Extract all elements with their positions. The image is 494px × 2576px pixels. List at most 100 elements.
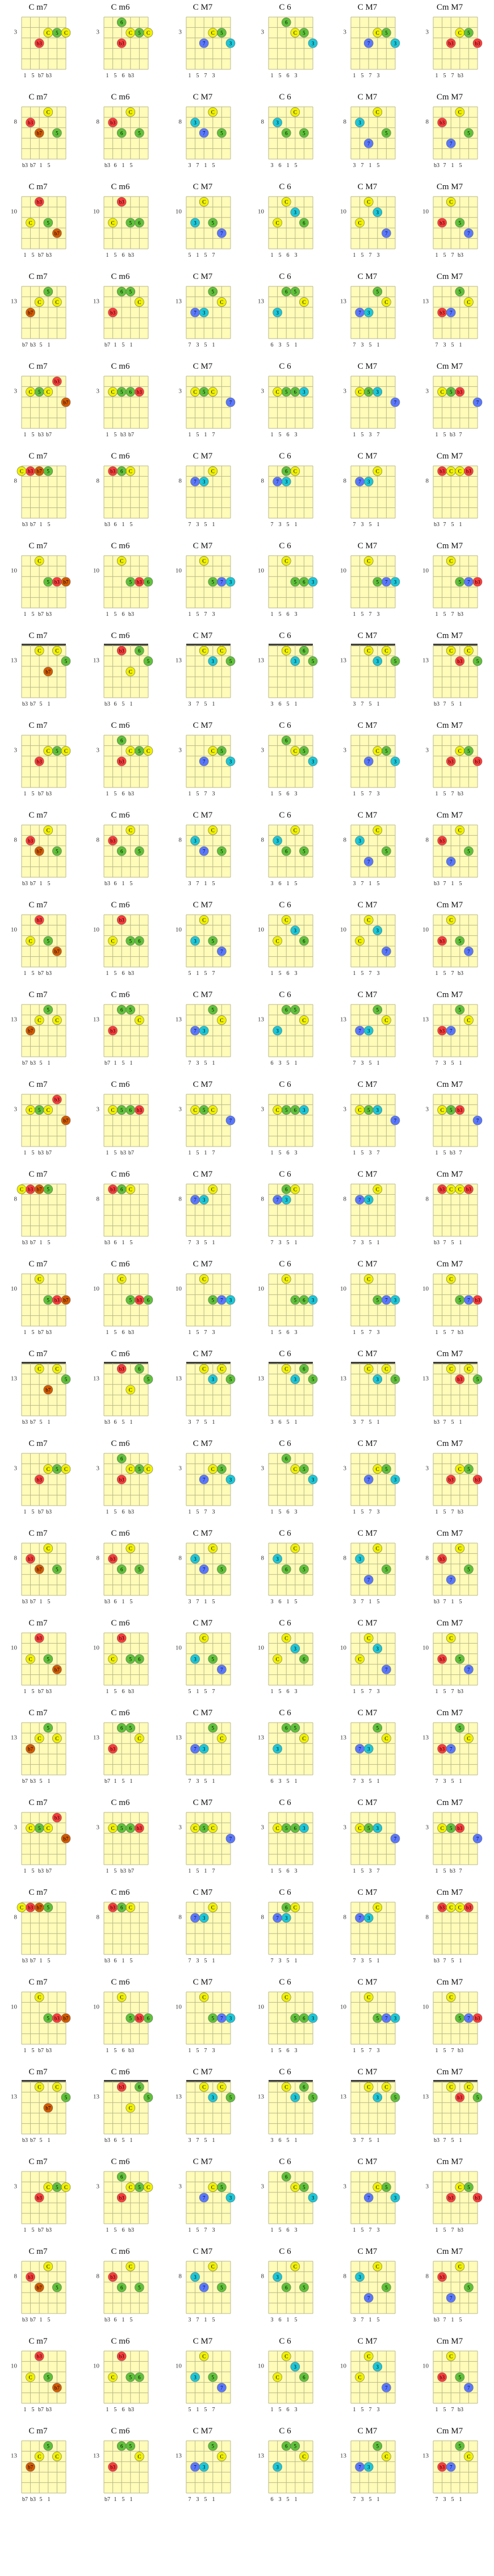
finger-dot-label: b3	[119, 1366, 125, 1372]
finger-dot-label: C	[458, 2264, 462, 2270]
finger-dot-label: 7	[220, 1667, 223, 1673]
finger-dot-label: 5	[294, 289, 297, 295]
interval-label: 1	[436, 2407, 438, 2413]
finger-dot-label: b3	[439, 2465, 445, 2470]
finger-dot-label: 6	[120, 289, 123, 295]
finger-dot	[143, 577, 153, 587]
fretboard	[186, 1094, 231, 1147]
finger-dot-label: b7	[64, 400, 69, 406]
finger-dot-label: 5	[47, 580, 50, 585]
finger-dot-label: C	[146, 748, 150, 754]
finger-dot-label: C	[367, 558, 370, 564]
interval-label: 7	[451, 252, 454, 259]
finger-dot-label: 5	[56, 30, 58, 36]
finger-dot	[43, 2261, 53, 2271]
finger-dot	[382, 2452, 391, 2461]
interval-label: 5	[361, 611, 364, 618]
interval-label: 3	[189, 2317, 191, 2323]
chord-name: C M7	[193, 93, 213, 102]
finger-dot-label: 6	[138, 2085, 141, 2090]
fret-number: 10	[422, 208, 429, 215]
chord-diagram: C m68b3b3C6b3615	[97, 452, 149, 528]
interval-label: 6	[122, 611, 125, 618]
finger-dot	[455, 1543, 465, 1553]
interval-label: 7	[443, 1240, 446, 1246]
interval-label: 6	[279, 162, 282, 169]
finger-dot	[34, 1474, 44, 1485]
finger-dot-label: 3	[194, 838, 196, 844]
finger-dot	[43, 1105, 53, 1115]
finger-dot	[464, 228, 474, 238]
finger-dot	[225, 1833, 236, 1844]
interval-label: 5	[361, 1689, 364, 1695]
finger-dot-label: 7	[385, 1298, 388, 1303]
finger-dot-label: b3	[439, 939, 445, 944]
finger-dot	[199, 2192, 209, 2203]
interval-label: 5	[114, 2227, 117, 2233]
interval-label: b3	[104, 2317, 110, 2323]
finger-dot	[199, 645, 209, 656]
finger-dot-label: C	[467, 2454, 470, 2460]
finger-dot-label: 6	[138, 1657, 141, 1662]
finger-dot-label: C	[55, 648, 58, 654]
finger-dot-label: C	[384, 648, 388, 654]
interval-label: b3	[30, 1778, 36, 1785]
finger-dot-label: 7	[229, 400, 232, 406]
interval-label: 3	[279, 522, 282, 528]
finger-dot-label: 3	[203, 1915, 206, 1921]
interval-label: 5	[204, 342, 207, 348]
finger-dot	[299, 218, 309, 228]
chord-name: Cm M7	[437, 2068, 463, 2077]
fret-number: 8	[14, 118, 18, 125]
finger-dot	[455, 2093, 465, 2102]
chord-name: C 6	[279, 182, 291, 191]
finger-dot-label: 3	[312, 759, 315, 765]
interval-label: 7	[451, 2048, 454, 2054]
finger-dot-label: 7	[203, 2285, 206, 2291]
interval-label: 7	[443, 1958, 446, 1964]
finger-dot-label: b3	[439, 310, 445, 316]
finger-dot	[143, 2093, 153, 2102]
interval-label: 5	[114, 1689, 117, 1695]
finger-dot	[208, 1823, 218, 1833]
finger-dot-label: C	[137, 2454, 141, 2460]
finger-dot-label: 7	[203, 2195, 206, 2201]
finger-dot	[390, 397, 400, 407]
finger-dot-label: C	[458, 469, 462, 474]
interval-label: 7	[189, 1060, 191, 1066]
interval-label: 6	[122, 2048, 125, 2054]
finger-dot	[116, 1184, 127, 1194]
finger-dot	[199, 197, 209, 207]
finger-dot-label: 5	[47, 1187, 50, 1193]
interval-label: b7	[104, 342, 110, 348]
finger-dot-label: 3	[194, 2375, 196, 2381]
interval-label: 3	[212, 2227, 215, 2233]
finger-dot-label: 5	[212, 1657, 215, 1662]
interval-label: 1	[436, 1329, 438, 1336]
finger-dot	[26, 218, 35, 228]
finger-dot	[34, 846, 44, 856]
finger-dot	[281, 128, 291, 138]
finger-dot	[34, 2282, 44, 2292]
interval-label: b3	[104, 1958, 110, 1964]
interval-label: 1	[189, 1868, 191, 1874]
fret-number: 13	[11, 1016, 18, 1023]
interval-label: 1	[106, 611, 109, 618]
interval-label: 1	[24, 970, 27, 977]
finger-dot-label: 5	[303, 2285, 305, 2291]
interval-label: 1	[451, 1599, 454, 1605]
chord-name: Cm M7	[437, 1529, 463, 1538]
chord-name: C 6	[279, 1978, 291, 1987]
finger-dot	[61, 1833, 71, 1844]
interval-label: 5	[287, 1240, 290, 1246]
interval-label: 1	[271, 432, 274, 438]
finger-dot-label: 3	[376, 2095, 379, 2100]
